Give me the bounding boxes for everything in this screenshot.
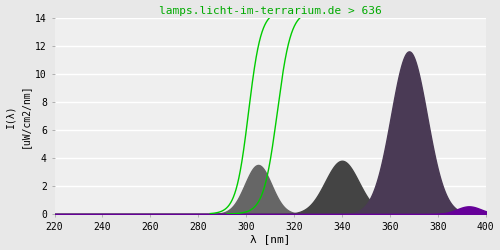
Title: lamps.licht-im-terrarium.de > 636: lamps.licht-im-terrarium.de > 636 (158, 6, 382, 16)
Y-axis label: I(λ)
[uW/cm2/nm]: I(λ) [uW/cm2/nm] (6, 84, 30, 148)
X-axis label: λ [nm]: λ [nm] (250, 234, 290, 244)
